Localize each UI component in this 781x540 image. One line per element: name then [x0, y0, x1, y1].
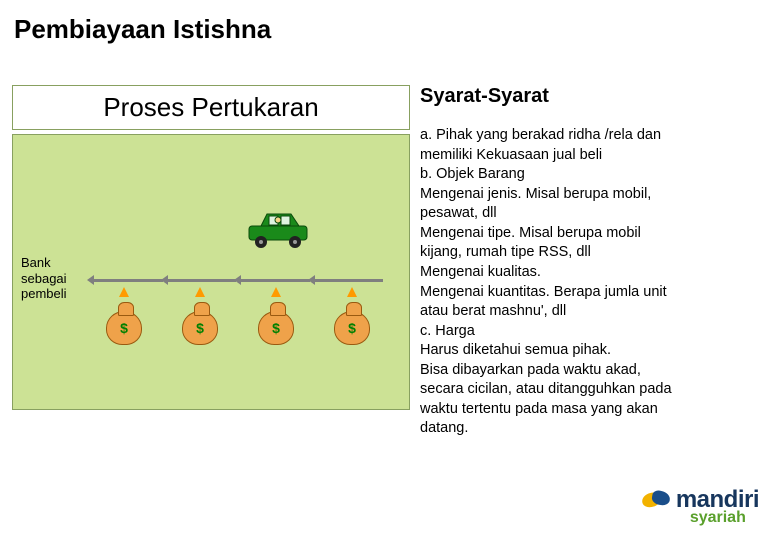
money-bag-icon: $	[103, 293, 145, 345]
brand-sub: syariah	[642, 510, 759, 526]
payment-arrows	[93, 275, 383, 287]
money-bag-icon: $	[179, 293, 221, 345]
right-column: Syarat-Syarat a. Pihak yang berakad ridh…	[410, 85, 769, 439]
money-bag-icon: $	[331, 293, 373, 345]
terms-heading: Syarat-Syarat	[420, 85, 769, 108]
money-symbol: $	[348, 320, 356, 336]
arrow-segment	[167, 279, 237, 282]
bank-label: Bank sebagai pembeli	[21, 255, 67, 302]
process-subheading: Proses Pertukaran	[12, 85, 410, 130]
money-symbol: $	[120, 320, 128, 336]
arrow-segment	[240, 279, 310, 282]
exchange-diagram: Bank sebagai pembeli $ $	[12, 134, 410, 410]
ribbon-icon	[642, 491, 672, 509]
money-symbol: $	[272, 320, 280, 336]
car-icon	[243, 210, 313, 250]
page-title: Pembiayaan Istishna	[0, 0, 781, 45]
money-bag-icon: $	[255, 293, 297, 345]
left-column: Proses Pertukaran Bank sebagai pembeli	[12, 85, 410, 439]
content-row: Proses Pertukaran Bank sebagai pembeli	[0, 85, 781, 439]
arrow-segment	[314, 279, 384, 282]
money-symbol: $	[196, 320, 204, 336]
money-bags-row: $ $ $ $	[103, 293, 373, 345]
brand-logo: mandiri syariah	[642, 488, 759, 526]
arrow-segment	[93, 279, 163, 282]
terms-body: a. Pihak yang berakad ridha /rela dan me…	[420, 126, 769, 439]
